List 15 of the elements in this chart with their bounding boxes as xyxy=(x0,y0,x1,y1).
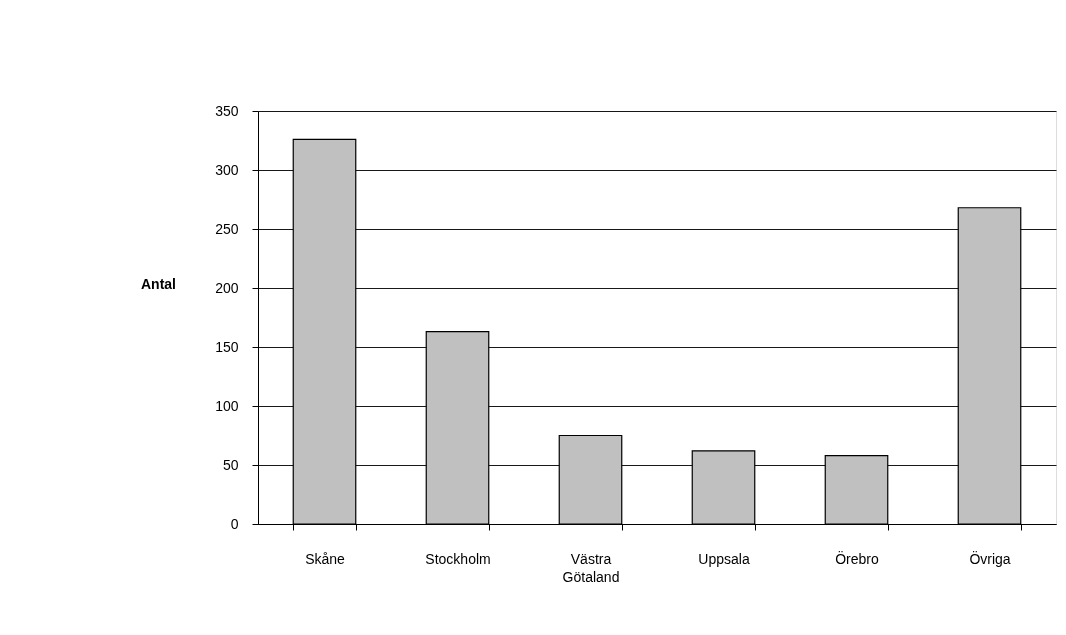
y-axis-title: Antal xyxy=(141,275,176,292)
y-tick-label: 150 xyxy=(215,338,239,355)
x-tick-label: Västra Götaland xyxy=(562,550,620,585)
x-tick-label: Uppsala xyxy=(698,550,750,567)
x-tick-label: Övriga xyxy=(969,549,1011,567)
y-tick-label: 0 xyxy=(230,515,239,532)
x-tick-label: Skåne xyxy=(305,550,346,567)
y-tick-label: 200 xyxy=(215,279,239,296)
y-tick-label: 300 xyxy=(215,161,239,178)
y-tick-label: 50 xyxy=(222,456,239,473)
y-tick-label: 100 xyxy=(215,397,239,414)
x-tick-label: Örebro xyxy=(835,549,879,567)
y-tick-label: 250 xyxy=(215,220,239,237)
x-tick-label: Stockholm xyxy=(425,550,491,567)
y-tick-label: 350 xyxy=(215,102,239,119)
